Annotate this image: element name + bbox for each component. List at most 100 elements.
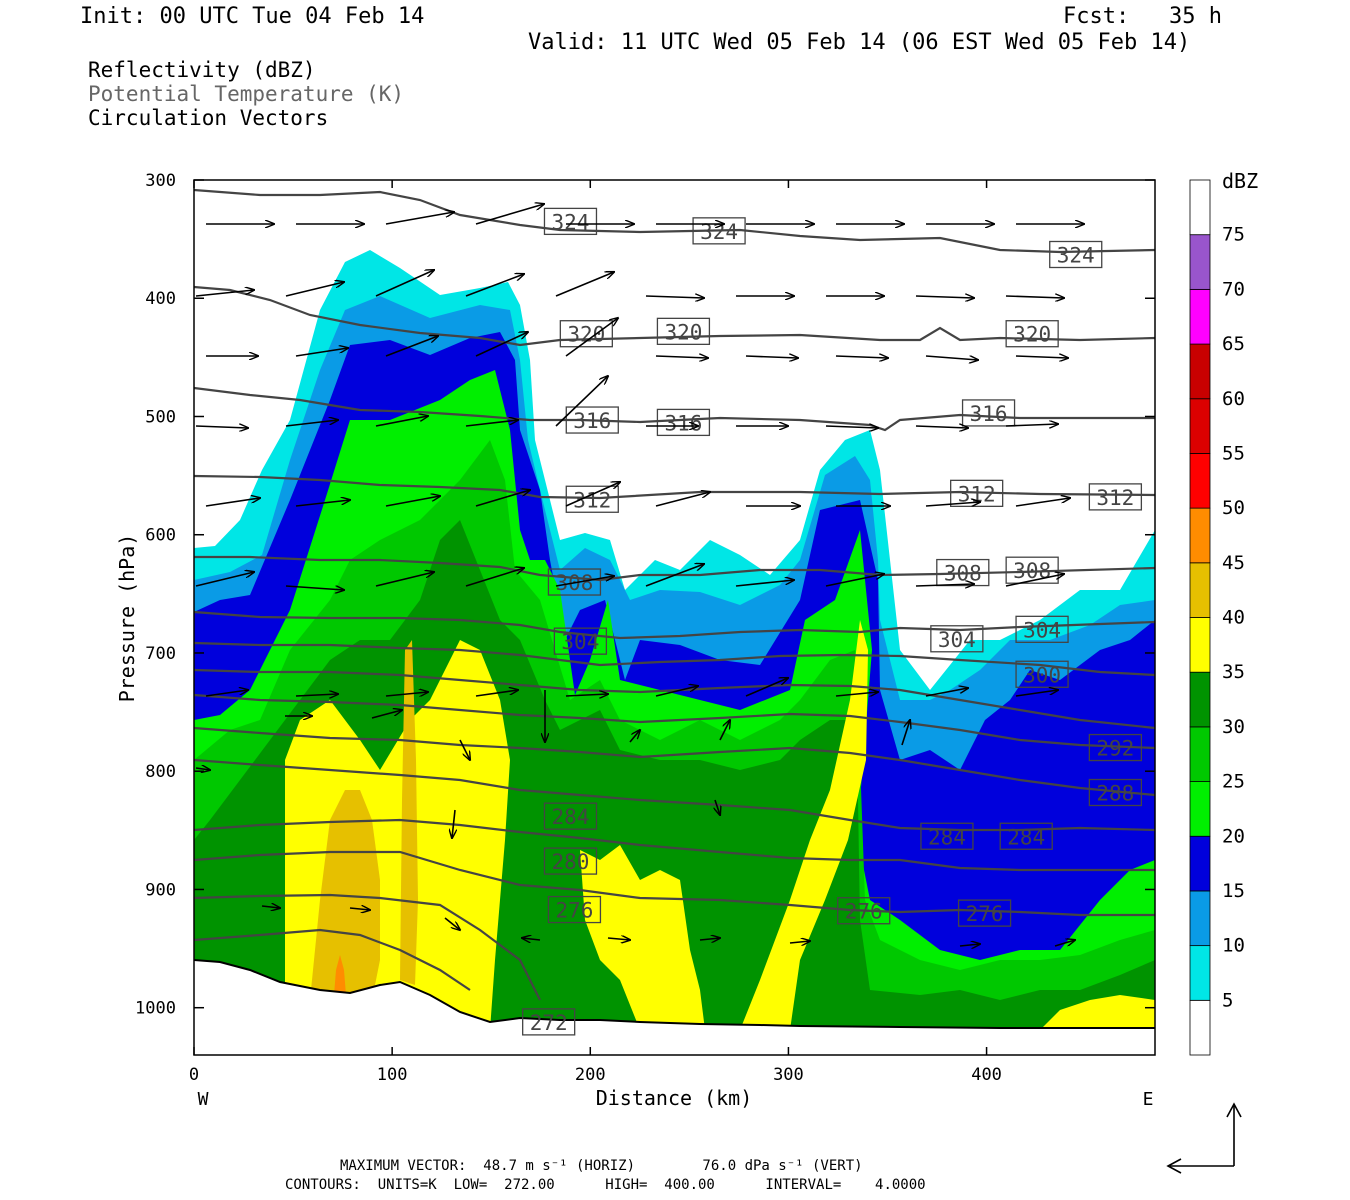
- colorbar-bin-70: [1189, 234, 1211, 290]
- circulation-vector: [655, 686, 698, 697]
- theta-label: 312: [573, 488, 611, 512]
- circulation-vector: [375, 416, 428, 427]
- theta-contour-284: [194, 758, 1155, 832]
- colorbar-bin-50: [1189, 453, 1211, 509]
- colorbar-bin-25: [1189, 726, 1211, 782]
- circulation-vector: [385, 496, 440, 507]
- theta-label: 308: [944, 562, 982, 586]
- circulation-vector: [565, 482, 620, 507]
- theta-label-box: [1088, 778, 1143, 807]
- circulation-vector: [959, 944, 980, 946]
- y-tick-label: 400: [145, 289, 176, 309]
- circulation-vector: [915, 296, 974, 298]
- circulation-vector: [565, 694, 608, 696]
- theta-label: 272: [530, 1011, 568, 1035]
- y-tick-label: 700: [145, 644, 176, 664]
- theta-label-box: [961, 399, 1016, 427]
- circulation-vector: [205, 690, 248, 697]
- theta-label: 276: [845, 900, 883, 924]
- circulation-vector: [825, 574, 884, 587]
- refl-45: [334, 955, 346, 995]
- y-axis-title: Pressure (hPa): [115, 534, 139, 703]
- theta-contour-316: [194, 386, 1155, 432]
- colorbar-label: 35: [1222, 661, 1245, 683]
- circulation-vector: [475, 332, 528, 357]
- theta-contour-320: [194, 285, 1155, 347]
- theta-label: 320: [1013, 323, 1051, 347]
- circulation-vector: [475, 490, 530, 507]
- theta-label-box: [543, 847, 598, 875]
- circulation-vector: [825, 426, 878, 428]
- theta-label-box: [543, 802, 598, 830]
- theta-label-box: [547, 568, 602, 596]
- theta-label-box: [522, 1008, 576, 1036]
- circulation-vectors: [195, 204, 1084, 947]
- ground-line: [194, 959, 1155, 1029]
- x-axis: 0 100 200 300 400: [189, 180, 1002, 1085]
- circulation-vector: [607, 938, 630, 940]
- circulation-vector: [295, 500, 350, 507]
- colorbar-bin-20: [1189, 781, 1211, 837]
- circulation-vector: [715, 799, 720, 815]
- circulation-vector: [745, 356, 798, 358]
- theta-label-box: [547, 895, 602, 924]
- theta-label: 316: [573, 409, 611, 433]
- colorbar-bin-5: [1189, 945, 1211, 1001]
- circulation-vector: [1005, 424, 1058, 426]
- y-tick-label: 300: [145, 171, 176, 191]
- theta-label-box: [920, 822, 974, 850]
- theta-label-box: [565, 406, 619, 434]
- theta-label-box: [1005, 320, 1059, 348]
- theta-label-box: [1005, 556, 1059, 584]
- colorbar-bin-10: [1189, 890, 1211, 947]
- circulation-vector: [475, 690, 518, 697]
- theta-label-box: [936, 558, 990, 587]
- colorbar-bin-0: [1189, 999, 1211, 1056]
- colorbar-bin-65: [1189, 288, 1211, 345]
- theta-contour-300: [194, 641, 1155, 677]
- circulation-vector: [835, 692, 878, 696]
- y-tick-label: 500: [145, 407, 176, 427]
- theta-label: 304: [938, 628, 976, 652]
- theta-label: 304: [1023, 618, 1061, 642]
- circulation-vector: [915, 426, 968, 428]
- circulation-vector: [261, 906, 280, 908]
- below-ground: [194, 960, 1155, 1055]
- theta-label-box: [1088, 733, 1143, 762]
- x-tick-label: 300: [773, 1065, 804, 1085]
- theta-label: 324: [1057, 243, 1095, 267]
- theta-contours: [194, 188, 1155, 1001]
- theta-label: 288: [1096, 782, 1134, 806]
- theta-label: 316: [664, 411, 702, 435]
- circulation-vector: [295, 694, 338, 696]
- colorbar-label: 75: [1222, 224, 1245, 246]
- circulation-vector: [522, 938, 541, 940]
- theta-label-box: [692, 217, 746, 245]
- theta-label-box: [656, 408, 711, 437]
- circulation-vector: [555, 272, 614, 297]
- circulation-vector: [1054, 940, 1075, 947]
- circulation-vector: [452, 809, 455, 838]
- colorbar-label: 55: [1222, 442, 1245, 464]
- circulation-vector: [195, 768, 210, 770]
- x-tick-label: 0: [189, 1065, 199, 1085]
- theta-contour-268: [194, 928, 471, 991]
- theta-label: 308: [1013, 559, 1051, 583]
- circulation-vector: [465, 420, 518, 427]
- theta-label-box: [999, 822, 1053, 850]
- theta-label-box: [559, 320, 613, 348]
- refl-40-b: [400, 640, 418, 985]
- reference-vector: [1166, 1102, 1242, 1174]
- theta-label-box: [1088, 483, 1143, 511]
- colorbar-label: 15: [1222, 880, 1245, 902]
- theta-contour-324: [194, 188, 1155, 254]
- theta-label: 284: [552, 805, 590, 829]
- init-label: Init: 00 UTC Tue 04 Feb 14: [80, 4, 425, 29]
- circulation-vector: [371, 710, 402, 719]
- circulation-vector: [735, 580, 794, 587]
- direction-east: E: [1143, 1089, 1154, 1110]
- theta-label: 284: [1007, 825, 1045, 849]
- theta-label-box: [1049, 240, 1103, 269]
- circulation-vector: [745, 678, 788, 697]
- refl-35-b: [580, 845, 705, 1030]
